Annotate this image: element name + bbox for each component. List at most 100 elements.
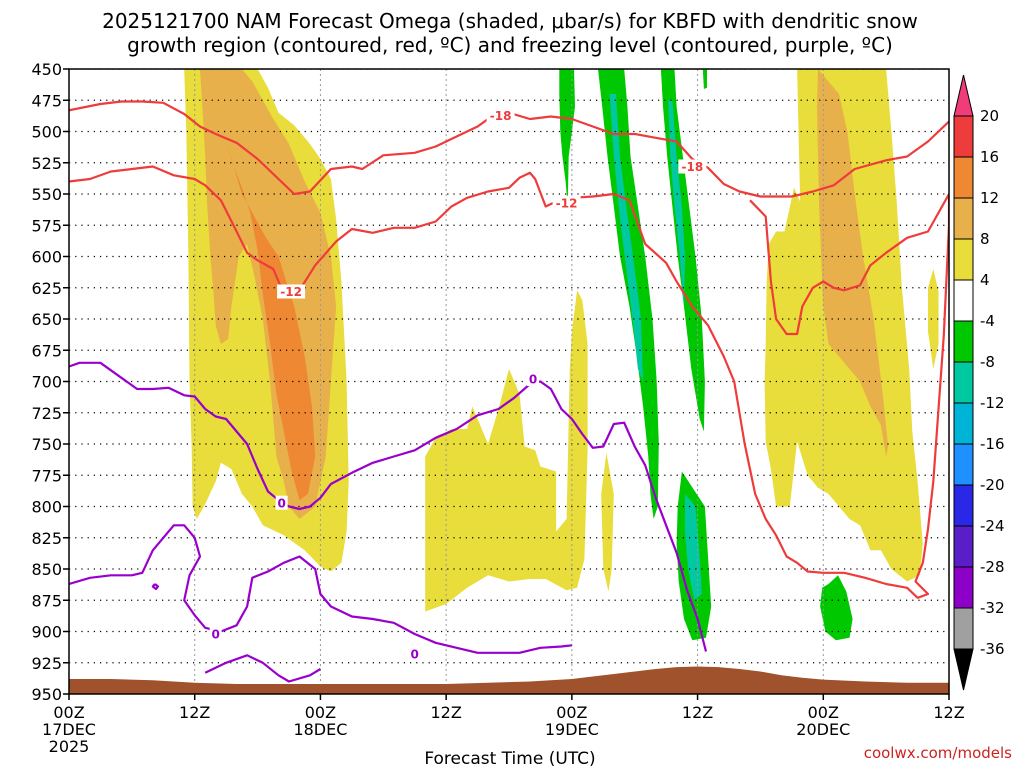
colorbar-label-2: 12 <box>980 189 999 207</box>
contour-label-bg-4 <box>527 372 540 386</box>
chart-title-line2: growth region (contoured, red, ºC) and f… <box>127 33 893 57</box>
contour-label-bg-0 <box>486 108 515 123</box>
omega-positive-region-6 <box>817 69 889 457</box>
y-tick-label-600: 600 <box>31 248 62 267</box>
colorbar-swatch-5 <box>953 279 974 322</box>
omega-negative-region-6 <box>685 494 702 601</box>
y-tick-label-525: 525 <box>31 154 62 173</box>
x-tick-label2-0: 17DEC <box>42 720 96 739</box>
colorbar-label-11: -28 <box>980 558 1005 576</box>
colorbar-label-9: -20 <box>980 476 1005 494</box>
colorbar-swatch-9 <box>953 443 974 486</box>
x-tick-label1-60: 12Z <box>682 703 713 722</box>
colorbar-swatch-3 <box>953 197 974 240</box>
contour-line-3 <box>69 361 708 652</box>
omega-positive-region-2 <box>601 452 614 592</box>
omega-negative-region-0 <box>559 69 575 207</box>
omega-negative-shading <box>559 69 853 641</box>
y-tick-label-750: 750 <box>31 435 62 454</box>
x-tick-label1-12: 12Z <box>179 703 210 722</box>
y-tick-label-800: 800 <box>31 498 62 517</box>
contour-label-1: -18 <box>681 160 703 174</box>
contour-label-7: 0 <box>411 648 419 662</box>
omega-positive-region-4 <box>928 269 939 369</box>
contour-label-0: -18 <box>490 109 512 123</box>
colorbar-swatch-2 <box>953 156 974 199</box>
y-tick-label-775: 775 <box>31 466 62 485</box>
y-tick-label-850: 850 <box>31 560 62 579</box>
colorbar-swatch-12 <box>953 566 974 609</box>
x-tick-label1-48: 00Z <box>556 703 587 722</box>
colorbar-label-10: -24 <box>980 517 1005 535</box>
colorbar-label-12: -32 <box>980 599 1005 617</box>
colorbar-swatch-6 <box>953 320 974 363</box>
y-tick-label-450: 450 <box>31 60 62 79</box>
x-tick-label2-72: 20DEC <box>796 720 850 739</box>
contour-label-bg-1 <box>678 159 707 174</box>
omega-negative-region-1 <box>598 69 659 519</box>
colorbar-arrow-bottom <box>953 648 974 691</box>
x-axis-label: Forecast Time (UTC) <box>424 749 595 768</box>
y-axis-pressure: 450 475 500 525 550 575 600 625 650 675 700 725 750 7… <box>31 60 69 704</box>
colorbar-label-13: -36 <box>980 640 1005 658</box>
omega-negative-region-7 <box>702 69 707 89</box>
y-tick-label-650: 650 <box>31 310 62 329</box>
x-tick-label3-0: 2025 <box>49 737 90 756</box>
y-tick-label-900: 900 <box>31 623 62 642</box>
colorbar-swatch-8 <box>953 402 974 445</box>
omega-positive-region-1 <box>425 290 588 612</box>
contour-label-bg-2 <box>552 195 581 210</box>
colorbar-label-4: 4 <box>980 271 990 289</box>
chart-title-line1: 2025121700 NAM Forecast Omega (shaded, μ… <box>102 9 918 33</box>
colorbar-label-6: -8 <box>980 353 995 371</box>
credit-text: coolwx.com/models <box>864 744 1012 762</box>
plot-area: -18 -18 -12 -12 0 0 0 0 <box>69 69 949 694</box>
y-tick-label-475: 475 <box>31 91 62 110</box>
colorbar: 20 16 12 8 4 -4 -8 -12 -16 -20 -24 -28 -32 -36 <box>953 74 1005 691</box>
y-tick-label-675: 675 <box>31 341 62 360</box>
colorbar-label-1: 16 <box>980 148 999 166</box>
contour-label-bg-3 <box>277 284 306 299</box>
omega-negative-region-4 <box>668 100 685 307</box>
colorbar-label-7: -12 <box>980 394 1005 412</box>
y-tick-label-875: 875 <box>31 591 62 610</box>
omega-positive-shading <box>184 69 939 612</box>
terrain-ground <box>69 666 949 694</box>
omega-negative-region-8 <box>820 575 853 641</box>
colorbar-swatch-10 <box>953 484 974 527</box>
colorbar-label-0: 20 <box>980 107 999 125</box>
x-tick-label1-24: 00Z <box>305 703 336 722</box>
y-tick-label-500: 500 <box>31 123 62 142</box>
colorbar-swatch-7 <box>953 361 974 404</box>
contour-labels: -18 -18 -12 -12 0 0 0 0 <box>209 108 707 662</box>
contour-label-3: -12 <box>280 285 302 299</box>
contour-label-5: 0 <box>277 496 285 510</box>
y-tick-label-625: 625 <box>31 279 62 298</box>
colorbar-arrow-top <box>953 74 974 117</box>
contour-line-2 <box>749 193 949 336</box>
y-tick-label-575: 575 <box>31 216 62 235</box>
contour-label-6: 0 <box>211 628 219 642</box>
colorbar-swatch-1 <box>953 115 974 158</box>
colorbar-label-8: -16 <box>980 435 1005 453</box>
y-tick-label-950: 950 <box>31 685 62 704</box>
contour-line-5 <box>204 654 321 683</box>
x-tick-label1-72: 00Z <box>808 703 839 722</box>
y-tick-label-700: 700 <box>31 373 62 392</box>
omega-positive-region-7 <box>226 140 316 501</box>
x-tick-label2-48: 19DEC <box>545 720 599 739</box>
contour-label-bg-6 <box>209 627 222 641</box>
colorbar-swatch-4 <box>953 238 974 281</box>
x-tick-label1-84: 12Z <box>933 703 964 722</box>
contour-label-4: 0 <box>529 373 537 387</box>
contour-label-bg-5 <box>275 495 288 510</box>
x-tick-label2-24: 18DEC <box>293 720 347 739</box>
contour-label-2: -12 <box>556 196 578 210</box>
x-tick-label1-36: 12Z <box>430 703 461 722</box>
colorbar-label-5: -4 <box>980 312 995 330</box>
y-tick-label-725: 725 <box>31 404 62 423</box>
contour-line-6 <box>151 583 160 591</box>
y-tick-label-825: 825 <box>31 529 62 548</box>
